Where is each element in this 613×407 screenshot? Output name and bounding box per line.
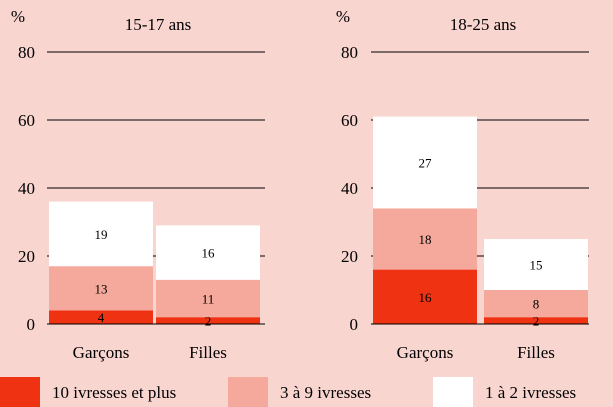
- bar-segment: [484, 290, 588, 318]
- y-tick-label: 80: [341, 43, 358, 62]
- y-tick-label: 60: [18, 111, 35, 130]
- bar-segment: [373, 116, 477, 209]
- y-tick-label: 40: [18, 179, 35, 198]
- data-label: 27: [419, 156, 433, 171]
- bar-segment: [484, 317, 588, 324]
- y-axis-unit-label: %: [336, 7, 350, 26]
- y-tick-label: 0: [350, 315, 359, 334]
- chart-title: 15-17 ans: [125, 15, 192, 34]
- y-tick-label: 40: [341, 179, 358, 198]
- data-label: 11: [202, 292, 215, 307]
- legend-label-10-plus: 10 ivresses et plus: [52, 383, 177, 402]
- data-label: 19: [95, 227, 108, 242]
- y-tick-label: 80: [18, 43, 35, 62]
- chart-canvas: 15-17 ans%41319Garçons21116Filles0204060…: [11, 7, 589, 362]
- x-tick-label: Garçons: [73, 343, 130, 362]
- bar-segment: [484, 239, 588, 290]
- x-tick-label: Filles: [189, 343, 227, 362]
- y-tick-label: 60: [341, 111, 358, 130]
- data-label: 18: [419, 232, 432, 247]
- x-tick-label: Garçons: [397, 343, 454, 362]
- y-tick-label: 0: [27, 315, 36, 334]
- data-label: 13: [95, 281, 108, 296]
- data-label: 2: [533, 314, 540, 329]
- bar-segment: [373, 269, 477, 324]
- bar-segment: [156, 317, 260, 324]
- data-label: 16: [202, 246, 216, 261]
- y-axis-unit-label: %: [11, 7, 25, 26]
- bar-segment: [49, 201, 153, 267]
- legend-label-1-2: 1 à 2 ivresses: [485, 383, 577, 402]
- data-label: 2: [205, 314, 212, 329]
- legend: 10 ivresses et plus 3 à 9 ivresses 1 à 2…: [0, 377, 613, 407]
- chart-title: 18-25 ans: [450, 15, 517, 34]
- bar-segment: [49, 266, 153, 311]
- data-label: 16: [419, 290, 433, 305]
- legend-swatch-3-9: [228, 377, 268, 407]
- bar-segment: [156, 279, 260, 318]
- legend-swatch-10-plus: [0, 377, 40, 407]
- x-tick-label: Filles: [517, 343, 555, 362]
- bar-segment: [373, 208, 477, 270]
- bar-segment: [49, 310, 153, 324]
- y-tick-label: 20: [18, 247, 35, 266]
- data-label: 15: [530, 258, 543, 273]
- legend-swatch-1-2: [433, 377, 473, 407]
- data-label: 8: [533, 297, 540, 312]
- y-tick-label: 20: [341, 247, 358, 266]
- bar-segment: [156, 225, 260, 280]
- legend-label-3-9: 3 à 9 ivresses: [280, 383, 372, 402]
- data-label: 4: [98, 310, 105, 325]
